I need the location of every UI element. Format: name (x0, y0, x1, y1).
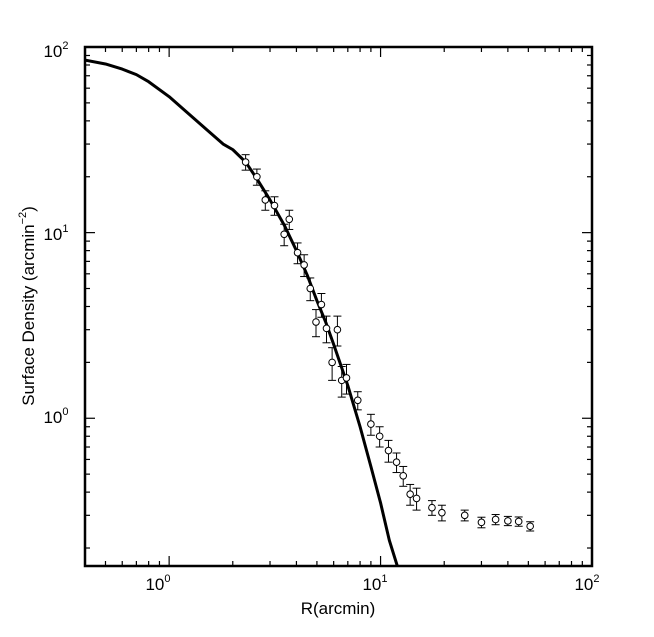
point-marker (317, 300, 326, 309)
point-marker (328, 358, 336, 367)
data-point (375, 426, 384, 448)
point-marker (333, 325, 342, 334)
point-marker (322, 324, 331, 333)
data-points-layer (241, 154, 535, 532)
data-point (460, 509, 469, 522)
data-point (322, 315, 331, 344)
data-point (285, 209, 294, 230)
point-marker (392, 458, 401, 466)
data-point (293, 242, 302, 265)
point-marker (477, 518, 486, 527)
x-tick-label-0: 100 (145, 573, 170, 594)
data-point (280, 223, 289, 247)
data-point (437, 504, 446, 522)
data-point (491, 514, 500, 526)
data-point (412, 487, 421, 511)
point-marker (399, 471, 408, 480)
point-marker (504, 517, 512, 525)
plot-frame (83, 45, 594, 568)
point-marker (253, 172, 261, 181)
data-point (406, 483, 415, 506)
point-marker (353, 396, 362, 405)
x-tick-label-2: 102 (574, 573, 599, 594)
point-marker (285, 215, 294, 224)
point-marker (438, 508, 446, 517)
x-tick-label-1: 101 (362, 573, 387, 594)
data-point (306, 277, 315, 302)
data-point (392, 452, 401, 474)
data-point (311, 309, 320, 338)
point-marker (270, 201, 279, 210)
data-point (333, 315, 342, 347)
point-marker (241, 158, 250, 166)
data-point (261, 190, 270, 211)
data-point (477, 516, 486, 529)
point-marker (406, 490, 414, 498)
axis-ticks (84, 46, 593, 566)
x-tick-labels: 100 101 102 (145, 573, 599, 594)
point-marker (428, 503, 436, 512)
point-marker (312, 318, 320, 326)
data-point (399, 465, 408, 487)
y-tick-label-2: 102 (43, 40, 68, 61)
point-marker (384, 446, 393, 455)
point-marker (412, 494, 421, 503)
point-marker (367, 420, 375, 428)
data-point (366, 413, 375, 436)
point-marker (526, 522, 534, 531)
data-point (300, 254, 309, 278)
model-curve (85, 58, 399, 566)
point-marker (293, 248, 302, 257)
point-marker (375, 432, 384, 441)
point-marker (306, 284, 315, 293)
data-point (337, 366, 346, 398)
point-marker (261, 196, 270, 204)
point-marker (491, 515, 500, 524)
y-tick-labels: 102 101 100 (43, 40, 68, 427)
x-axis-label: R(arcmin) (301, 599, 376, 618)
y-axis-label: Surface Density (arcmin−2) (17, 206, 38, 406)
data-point (384, 439, 393, 463)
point-marker (342, 374, 351, 382)
point-marker (514, 517, 523, 526)
data-point (514, 516, 523, 527)
y-tick-label-1: 101 (43, 223, 68, 244)
model-curve-layer (85, 58, 399, 566)
data-point (317, 292, 326, 318)
data-point (427, 500, 436, 516)
data-point (353, 391, 362, 411)
data-point (241, 154, 250, 171)
data-point (252, 168, 261, 186)
y-tick-label-0: 100 (43, 406, 68, 427)
data-point (270, 196, 279, 216)
point-marker (460, 511, 469, 520)
data-point (526, 521, 535, 532)
data-point (503, 515, 512, 527)
data-point (342, 363, 351, 395)
data-point (328, 347, 337, 381)
point-marker (300, 261, 308, 269)
point-marker (280, 230, 288, 239)
